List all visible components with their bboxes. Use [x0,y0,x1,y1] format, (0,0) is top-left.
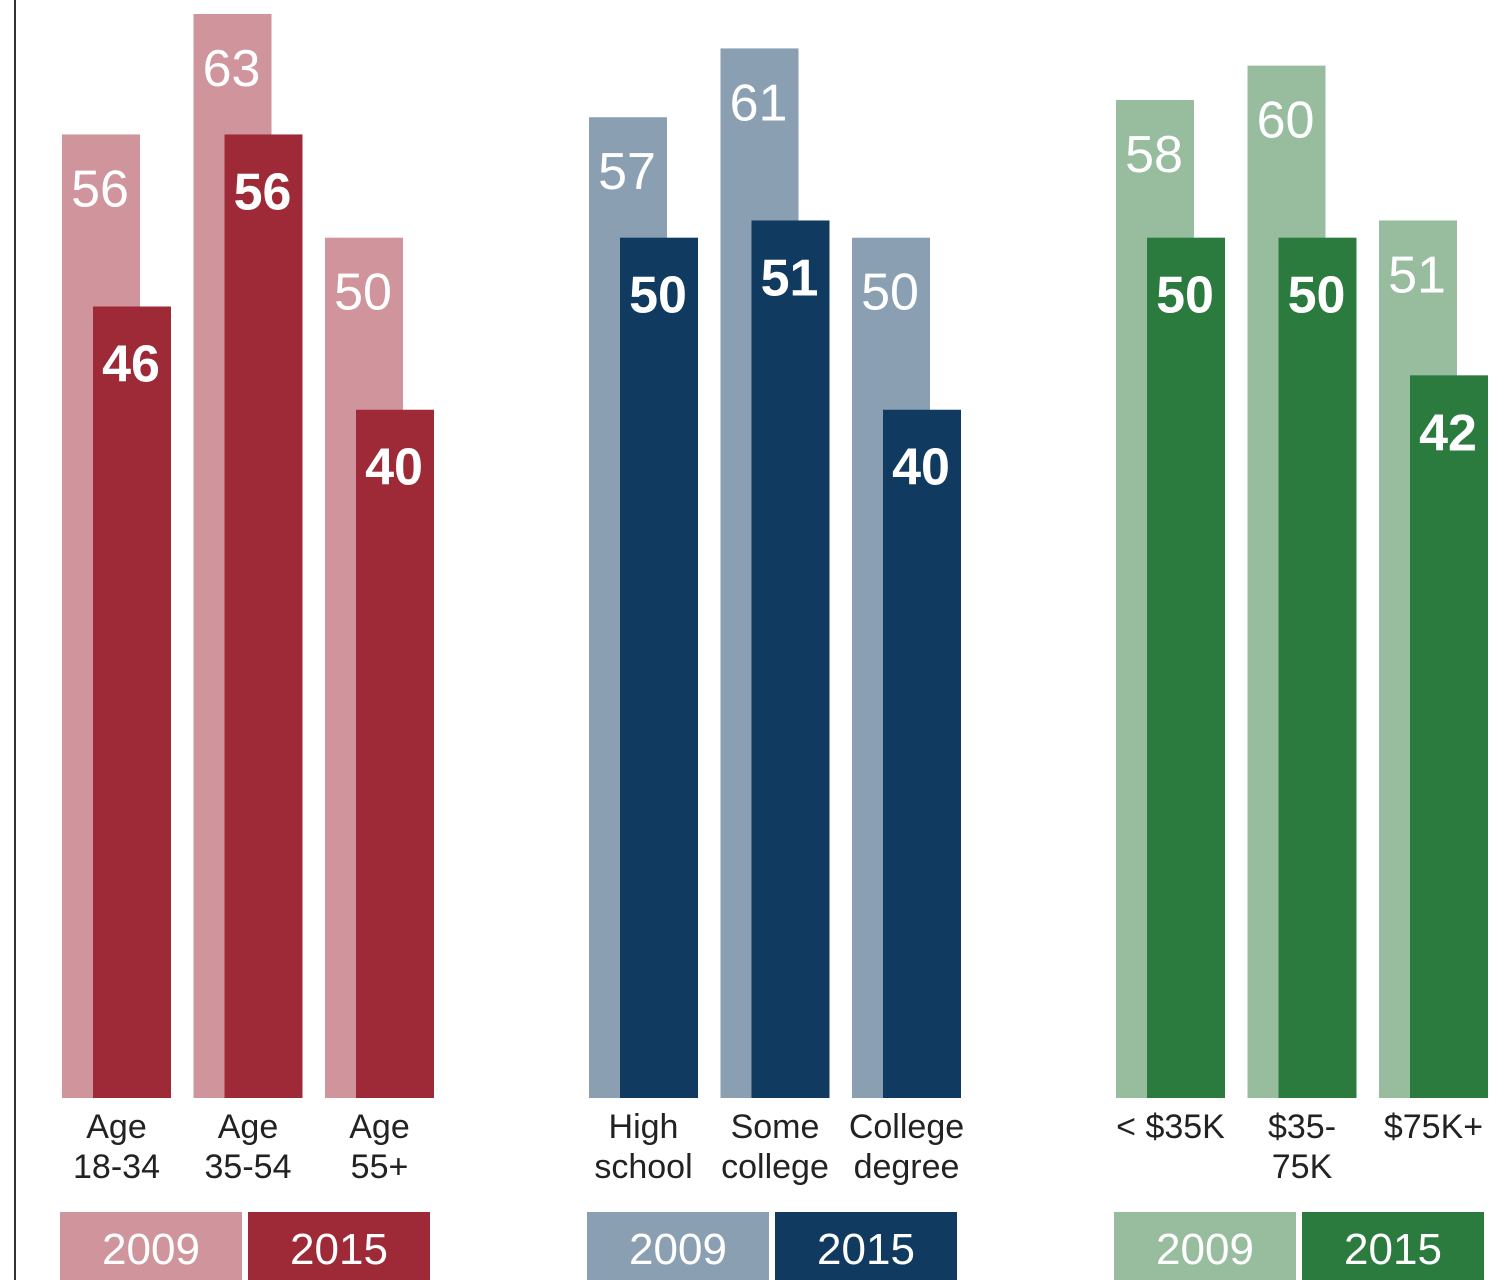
value-label-2009: 50 [334,264,392,322]
category-label: school [594,1148,692,1186]
bar-2015 [751,220,830,1098]
legend-swatch-2015 [1302,1212,1484,1280]
legend-swatch-2009 [60,1212,242,1280]
bar-2015 [224,134,303,1098]
category-label: 75K [1272,1148,1333,1186]
legend-label-2015: 2015 [290,1225,388,1274]
bar-2015 [356,409,434,1098]
category-label: 55+ [351,1148,409,1186]
legend-swatch-2009 [587,1212,769,1280]
value-label-2009: 57 [598,143,656,201]
value-label-2009: 51 [1388,246,1446,304]
bar-2015 [93,306,171,1098]
value-label-2009: 63 [203,40,261,98]
bar-2015 [883,409,961,1098]
value-label-2015: 46 [102,336,160,394]
value-label-2015: 40 [365,439,423,497]
bar-2015 [1278,237,1357,1098]
legend-swatch-2015 [775,1212,957,1280]
value-label-2015: 50 [1288,267,1346,325]
legend-label-2009: 2009 [1156,1225,1254,1274]
category-label: $75K+ [1384,1108,1483,1146]
bar-2015 [1410,375,1488,1098]
value-label-2015: 50 [629,267,687,325]
bar-2015 [1147,237,1225,1098]
legend-swatch-2015 [248,1212,430,1280]
legend-label-2009: 2009 [629,1225,727,1274]
value-label-2009: 61 [730,74,788,132]
value-label-2009: 56 [71,160,129,218]
category-label: 35-54 [205,1148,292,1186]
category-label: Age [349,1108,410,1146]
legend-label-2015: 2015 [1344,1225,1442,1274]
value-label-2015: 56 [234,163,292,221]
bar-2015 [620,237,698,1098]
legend-swatch-2009 [1114,1212,1296,1280]
value-label-2015: 40 [892,439,950,497]
category-label: $35- [1268,1108,1336,1146]
value-label-2009: 58 [1125,126,1183,184]
category-label: High [609,1108,679,1146]
category-label: 18-34 [73,1148,160,1186]
value-label-2009: 60 [1257,92,1315,150]
category-label: College [849,1108,964,1146]
category-label: degree [854,1148,960,1186]
value-label-2015: 50 [1156,267,1214,325]
category-label: Age [86,1108,147,1146]
value-label-2009: 50 [861,264,919,322]
chart-panel-2: 58 50 < $35K 60 50 $35-75K 51 42 $75K+ 2009 2015 [1114,65,1488,1280]
category-label: college [721,1148,829,1186]
value-label-2015: 42 [1419,404,1477,462]
category-label: Age [218,1108,279,1146]
category-label: < $35K [1116,1108,1225,1146]
legend-label-2009: 2009 [102,1225,200,1274]
category-label: Some [731,1108,820,1146]
value-label-2015: 51 [761,249,819,307]
legend-label-2015: 2015 [817,1225,915,1274]
